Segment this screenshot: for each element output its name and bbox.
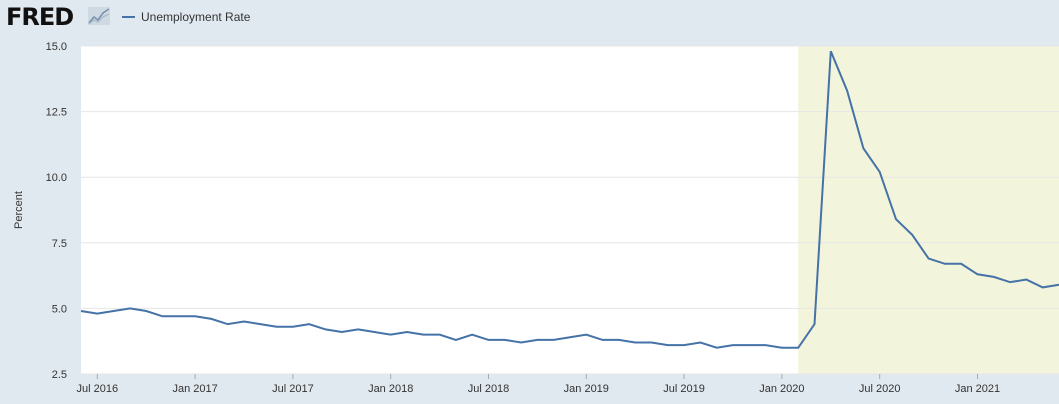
x-tick-label: Jul 2020 <box>859 383 901 395</box>
x-tick-label: Jul 2016 <box>77 383 119 395</box>
y-tick-labels: 2.5 5.0 7.5 10.0 12.5 15.0 <box>46 41 67 381</box>
data-point[interactable] <box>764 343 768 347</box>
data-point[interactable] <box>79 309 83 313</box>
data-point[interactable] <box>584 333 588 337</box>
data-point[interactable] <box>226 322 230 326</box>
data-point[interactable] <box>242 320 246 324</box>
data-point[interactable] <box>389 333 393 337</box>
legend-label: Unemployment Rate <box>141 10 251 24</box>
data-point[interactable] <box>568 335 572 339</box>
y-tick-label: 12.5 <box>46 107 67 119</box>
data-point[interactable] <box>421 333 425 337</box>
data-point[interactable] <box>405 330 409 334</box>
legend-swatch <box>122 16 135 18</box>
data-point[interactable] <box>193 314 197 318</box>
x-tick-label: Jan 2020 <box>759 383 804 395</box>
data-point[interactable] <box>927 257 931 261</box>
data-point[interactable] <box>666 343 670 347</box>
data-point[interactable] <box>519 341 523 345</box>
x-tick-label: Jan 2019 <box>564 383 609 395</box>
data-point[interactable] <box>438 333 442 337</box>
y-tick-label: 5.0 <box>52 303 67 315</box>
data-point[interactable] <box>161 314 165 318</box>
data-point[interactable] <box>943 262 947 266</box>
data-point[interactable] <box>650 341 654 345</box>
data-point[interactable] <box>698 341 702 345</box>
data-point[interactable] <box>112 309 116 313</box>
data-point[interactable] <box>258 322 262 326</box>
x-tick-labels: Jul 2016 Jan 2017 Jul 2017 Jan 2018 Jul 2018… <box>77 374 1000 395</box>
x-tick-label: Jul 2019 <box>663 383 705 395</box>
data-point[interactable] <box>454 338 458 342</box>
y-tick-label: 10.0 <box>46 172 67 184</box>
y-axis-title: Percent <box>13 191 25 229</box>
data-point[interactable] <box>1008 280 1012 284</box>
data-point[interactable] <box>682 343 686 347</box>
data-point[interactable] <box>829 49 833 53</box>
data-point[interactable] <box>731 343 735 347</box>
y-tick-label: 2.5 <box>52 369 67 381</box>
data-point[interactable] <box>894 217 898 221</box>
data-point[interactable] <box>340 330 344 334</box>
data-point[interactable] <box>845 89 849 93</box>
data-point[interactable] <box>503 338 507 342</box>
y-tick-label: 15.0 <box>46 41 67 53</box>
data-point[interactable] <box>356 327 360 331</box>
data-point[interactable] <box>910 233 914 237</box>
y-tick-label: 7.5 <box>52 238 67 250</box>
recession-shading <box>798 46 1059 374</box>
x-tick-label: Jul 2018 <box>468 383 510 395</box>
grid-lines <box>81 45 1059 375</box>
data-point[interactable] <box>128 306 132 310</box>
data-point[interactable] <box>715 346 719 350</box>
x-tick-label: Jul 2017 <box>272 383 314 395</box>
data-point[interactable] <box>324 327 328 331</box>
data-point[interactable] <box>976 272 980 276</box>
data-point[interactable] <box>209 317 213 321</box>
data-point[interactable] <box>861 146 865 150</box>
x-tick-label: Jan 2017 <box>172 383 217 395</box>
series-line-unemployment-rate <box>80 50 1059 349</box>
data-point[interactable] <box>275 325 279 329</box>
data-point[interactable] <box>307 322 311 326</box>
x-tick-label: Jan 2018 <box>368 383 413 395</box>
x-tick-label: Jan 2021 <box>955 383 1000 395</box>
data-point[interactable] <box>633 341 637 345</box>
data-point[interactable] <box>959 262 963 266</box>
chart-header: FRED Unemployment Rate <box>0 0 1059 36</box>
fred-logo[interactable]: FRED <box>6 3 74 31</box>
data-point[interactable] <box>1041 285 1045 289</box>
data-point[interactable] <box>813 322 817 326</box>
data-point[interactable] <box>601 338 605 342</box>
data-point[interactable] <box>144 309 148 313</box>
data-point[interactable] <box>780 346 784 350</box>
data-point[interactable] <box>487 338 491 342</box>
data-point[interactable] <box>535 338 539 342</box>
data-point[interactable] <box>372 330 376 334</box>
data-point[interactable] <box>470 333 474 337</box>
line-chart-icon <box>88 7 110 25</box>
data-point[interactable] <box>796 346 800 350</box>
data-point[interactable] <box>291 325 295 329</box>
data-point[interactable] <box>1024 278 1028 282</box>
data-point[interactable] <box>878 170 882 174</box>
data-point[interactable] <box>992 275 996 279</box>
legend: Unemployment Rate <box>122 10 250 24</box>
data-point[interactable] <box>617 338 621 342</box>
data-point[interactable] <box>177 314 181 318</box>
data-point[interactable] <box>747 343 751 347</box>
data-point[interactable] <box>552 338 556 342</box>
data-point[interactable] <box>95 312 99 316</box>
